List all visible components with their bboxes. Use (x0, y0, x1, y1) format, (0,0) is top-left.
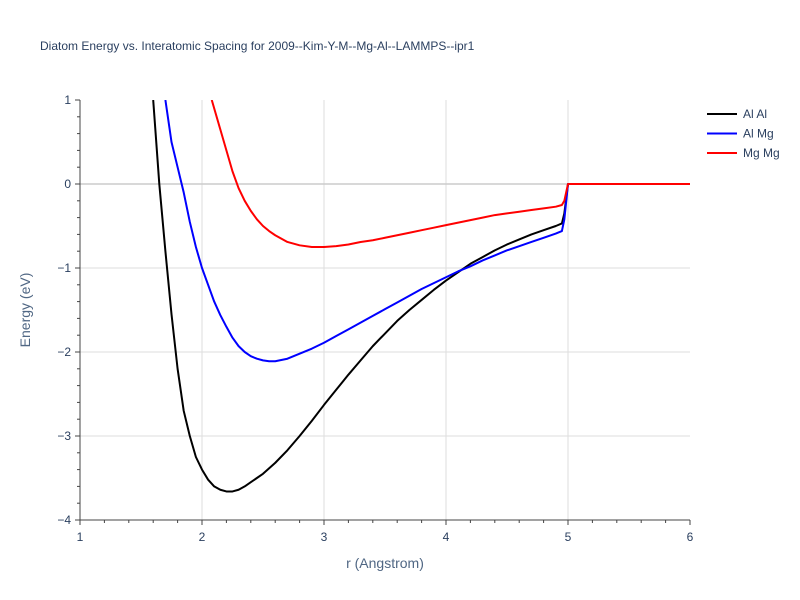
x-tick-label: 1 (77, 530, 84, 544)
x-tick-label: 4 (443, 530, 450, 544)
legend[interactable]: Al Al Al Mg Mg Mg (707, 107, 780, 160)
y-tick-label: −3 (57, 429, 71, 443)
y-tick-label: −1 (57, 261, 71, 275)
x-tick-label: 3 (321, 530, 328, 544)
axes: 1 2 3 4 5 6 1 0 −1 −2 −3 −4 (57, 93, 693, 544)
series-line-al-al (152, 100, 690, 493)
y-tick-label: 0 (64, 177, 71, 191)
y-tick-label: 1 (64, 93, 71, 107)
legend-item[interactable]: Al Al (707, 107, 767, 121)
chart-title: Diatom Energy vs. Interatomic Spacing fo… (40, 39, 475, 53)
x-tick-label: 5 (565, 530, 572, 544)
x-tick-label: 2 (199, 530, 206, 544)
legend-item[interactable]: Mg Mg (707, 146, 780, 160)
x-tick-label: 6 (687, 530, 694, 544)
legend-label: Mg Mg (743, 146, 780, 160)
y-axis-title: Energy (eV) (17, 273, 33, 348)
x-axis-title: r (Angstrom) (346, 555, 424, 571)
legend-label: Al Mg (743, 127, 774, 141)
series-line-al-mg (164, 100, 690, 363)
series-line-mg-mg (210, 100, 690, 248)
legend-item[interactable]: Al Mg (707, 127, 774, 141)
y-tick-label: −2 (57, 345, 71, 359)
series-layer (152, 100, 690, 493)
y-tick-label: −4 (57, 513, 71, 527)
legend-label: Al Al (743, 107, 767, 121)
